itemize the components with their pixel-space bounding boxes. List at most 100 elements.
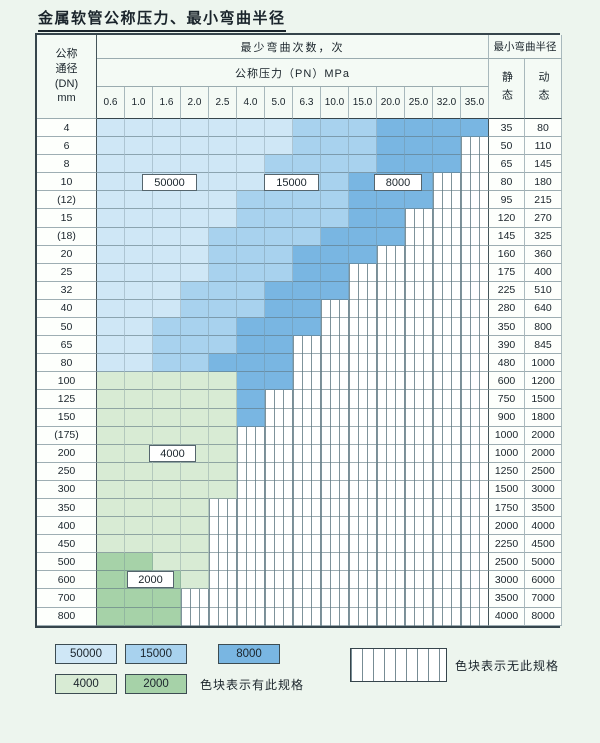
cell-no-spec xyxy=(377,299,405,319)
cell-no-spec xyxy=(405,318,433,337)
cell-cycles-15000 xyxy=(321,155,349,174)
cell-cycles-50000 xyxy=(125,281,153,300)
dn-cell: 15 xyxy=(37,209,97,228)
cell-no-spec xyxy=(461,607,489,626)
static-radius-cell: 1250 xyxy=(489,462,525,481)
pressure-tick: 35.0 xyxy=(461,87,489,119)
cell-no-spec xyxy=(265,480,293,499)
cell-no-spec xyxy=(237,480,265,499)
cell-no-spec xyxy=(321,299,349,319)
legend-swatch-4000: 4000 xyxy=(55,674,117,694)
cell-cycles-4000 xyxy=(97,372,125,391)
cell-cycles-4000 xyxy=(125,462,153,481)
cell-cycles-50000 xyxy=(97,245,125,264)
cell-cycles-50000 xyxy=(97,299,125,319)
cell-cycles-8000 xyxy=(237,318,265,337)
cell-no-spec xyxy=(461,462,489,481)
cell-no-spec xyxy=(461,444,489,463)
static-radius-cell: 225 xyxy=(489,281,525,300)
dynamic-radius-cell: 325 xyxy=(525,227,562,246)
cell-cycles-8000 xyxy=(349,173,377,192)
cell-cycles-15000 xyxy=(265,227,293,246)
pressure-tick: 6.3 xyxy=(293,87,321,119)
cell-cycles-4000 xyxy=(181,517,209,536)
cell-no-spec xyxy=(377,336,405,355)
cell-cycles-50000 xyxy=(125,191,153,210)
static-radius-cell: 900 xyxy=(489,408,525,427)
cell-no-spec xyxy=(349,535,377,554)
dn-cell: 80 xyxy=(37,354,97,373)
cell-no-spec xyxy=(461,191,489,210)
legend-label-4000: 4000 xyxy=(73,678,99,690)
dynamic-radius-cell: 1000 xyxy=(525,354,562,373)
cell-no-spec xyxy=(405,480,433,499)
cell-cycles-15000 xyxy=(265,155,293,174)
cell-cycles-50000 xyxy=(237,119,265,138)
cell-cycles-8000 xyxy=(293,281,321,300)
cell-no-spec xyxy=(237,444,265,463)
cell-cycles-50000 xyxy=(237,173,265,192)
dn-cell: 500 xyxy=(37,553,97,572)
cell-cycles-15000 xyxy=(181,299,209,319)
cell-no-spec xyxy=(377,517,405,536)
cell-no-spec xyxy=(321,444,349,463)
cell-cycles-2000 xyxy=(125,607,153,626)
overlay-label-15000: 15000 xyxy=(264,174,319,191)
cell-cycles-15000 xyxy=(153,354,181,373)
cell-no-spec xyxy=(461,227,489,246)
dynamic-radius-cell: 1800 xyxy=(525,408,562,427)
cell-cycles-50000 xyxy=(209,191,237,210)
cell-no-spec xyxy=(265,571,293,590)
cell-no-spec xyxy=(237,426,265,445)
cell-cycles-50000 xyxy=(97,354,125,373)
dn-cell: 6 xyxy=(37,137,97,156)
pressure-tick: 4.0 xyxy=(237,87,265,119)
pressure-tick: 5.0 xyxy=(265,87,293,119)
cell-no-spec xyxy=(321,480,349,499)
cell-no-spec xyxy=(293,517,321,536)
cell-cycles-15000 xyxy=(321,209,349,228)
cell-no-spec xyxy=(349,390,377,409)
cell-cycles-4000 xyxy=(125,426,153,445)
cell-no-spec xyxy=(349,372,377,391)
cell-no-spec xyxy=(405,517,433,536)
cell-cycles-4000 xyxy=(209,408,237,427)
cell-no-spec xyxy=(265,426,293,445)
cell-cycles-15000 xyxy=(349,155,377,174)
cell-cycles-8000 xyxy=(377,155,405,174)
cell-cycles-50000 xyxy=(125,119,153,138)
cell-cycles-15000 xyxy=(237,209,265,228)
cell-cycles-4000 xyxy=(97,498,125,518)
legend-swatch-50000: 50000 xyxy=(55,644,117,664)
static-radius-cell: 50 xyxy=(489,137,525,156)
cell-cycles-8000 xyxy=(349,209,377,228)
cell-cycles-4000 xyxy=(125,408,153,427)
cell-cycles-4000 xyxy=(209,390,237,409)
dynamic-radius-cell: 2500 xyxy=(525,462,562,481)
cell-no-spec xyxy=(461,245,489,264)
pressure-header: 公称压力（PN）MPa xyxy=(97,59,489,87)
cell-no-spec xyxy=(433,191,461,210)
cell-no-spec xyxy=(433,480,461,499)
cell-no-spec xyxy=(377,245,405,264)
cell-no-spec xyxy=(265,553,293,572)
cell-no-spec xyxy=(237,589,265,608)
dynamic-radius-cell: 180 xyxy=(525,173,562,192)
cell-no-spec xyxy=(293,444,321,463)
dn-cell: 20 xyxy=(37,245,97,264)
cell-cycles-50000 xyxy=(97,318,125,337)
cell-no-spec xyxy=(461,589,489,608)
cell-cycles-50000 xyxy=(97,227,125,246)
cell-no-spec xyxy=(377,426,405,445)
cell-cycles-8000 xyxy=(265,318,293,337)
static-radius-cell: 2250 xyxy=(489,535,525,554)
legend-label-50000: 50000 xyxy=(70,648,102,660)
cell-no-spec xyxy=(237,607,265,626)
cell-cycles-4000 xyxy=(97,408,125,427)
cell-cycles-4000 xyxy=(97,462,125,481)
dynamic-radius-cell: 5000 xyxy=(525,553,562,572)
dynamic-radius-cell: 1200 xyxy=(525,372,562,391)
cell-cycles-15000 xyxy=(209,336,237,355)
cell-cycles-15000 xyxy=(293,119,321,138)
overlay-label-50000: 50000 xyxy=(142,174,197,191)
